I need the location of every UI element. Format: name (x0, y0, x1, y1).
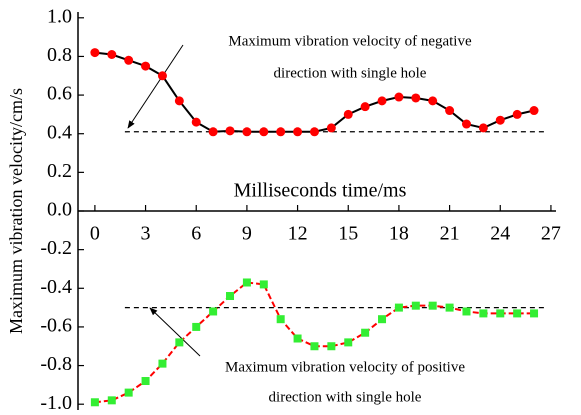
annotation: Maximum vibration velocity of positive (225, 359, 465, 375)
data-point (428, 301, 437, 310)
data-point (394, 92, 404, 102)
data-point (462, 307, 471, 316)
y-tick-label: 0.2 (47, 160, 72, 182)
data-point (343, 109, 353, 119)
data-point (259, 280, 268, 289)
annotation-arrow (149, 307, 201, 357)
annotation: Maximum vibration velocity of negative (228, 33, 472, 49)
data-point (309, 127, 319, 137)
data-point (157, 71, 167, 81)
data-point (174, 96, 184, 106)
data-point (242, 127, 252, 137)
x-tick-label: 12 (288, 223, 308, 245)
data-point (512, 109, 522, 119)
data-point (175, 338, 184, 347)
data-point (378, 315, 387, 324)
x-tick-label: 3 (141, 223, 151, 245)
data-point (242, 278, 251, 287)
data-point (209, 307, 218, 316)
data-point (310, 342, 319, 351)
data-point (107, 50, 117, 60)
y-tick-label: 0.8 (47, 44, 72, 66)
y-tick-label: 0.4 (47, 121, 72, 143)
y-tick-label: -1.0 (40, 392, 72, 414)
y-tick-label: -0.8 (40, 353, 72, 375)
data-point (461, 119, 471, 129)
data-point (124, 388, 133, 397)
data-point (394, 303, 403, 312)
data-point (225, 126, 235, 136)
x-tick-label: 27 (541, 223, 561, 245)
data-point (377, 96, 387, 106)
x-tick-label: 6 (191, 223, 201, 245)
data-point (326, 123, 336, 133)
data-point (344, 338, 353, 347)
data-point (276, 127, 286, 137)
data-point (478, 123, 488, 133)
data-point (293, 127, 303, 137)
data-point (276, 315, 285, 324)
data-point (360, 102, 370, 112)
data-point (445, 106, 455, 116)
annotation-arrow (127, 44, 184, 129)
data-point (513, 309, 522, 318)
data-point (293, 334, 302, 343)
y-tick-label: 0.6 (47, 83, 72, 105)
data-point (496, 309, 505, 318)
data-point (124, 55, 134, 65)
data-point (259, 127, 269, 137)
data-point (530, 309, 539, 318)
x-axis-label: Milliseconds time/ms (234, 180, 407, 202)
data-point (141, 61, 151, 71)
x-tick-label: 0 (90, 223, 100, 245)
data-point (411, 93, 421, 103)
data-point (479, 309, 488, 318)
data-point (361, 328, 370, 337)
x-tick-label: 21 (440, 223, 460, 245)
data-point (208, 127, 218, 137)
data-point (445, 303, 454, 312)
data-point (107, 396, 116, 405)
y-tick-label: -0.6 (40, 315, 72, 337)
data-point (428, 96, 438, 106)
x-tick-label: 18 (389, 223, 409, 245)
x-tick-label: 15 (338, 223, 358, 245)
data-point (192, 322, 201, 331)
data-point (158, 359, 167, 368)
annotation: direction with single hole (269, 389, 422, 405)
data-point (495, 115, 505, 125)
data-point (226, 292, 235, 301)
data-point (529, 106, 539, 116)
data-point (191, 117, 201, 127)
data-point (90, 398, 99, 407)
annotation: direction with single hole (274, 65, 427, 81)
y-axis-label: Maximum vibration velocity/cm/s (6, 88, 26, 334)
y-tick-label: -0.4 (40, 276, 72, 298)
y-tick-label: 1.0 (47, 5, 72, 27)
data-point (411, 301, 420, 310)
y-tick-label: -0.2 (40, 237, 72, 259)
data-point (90, 48, 100, 58)
x-tick-label: 9 (242, 223, 252, 245)
data-point (327, 342, 336, 351)
y-tick-label: 0.0 (47, 199, 72, 221)
x-tick-label: 24 (490, 223, 510, 245)
data-point (141, 377, 150, 386)
